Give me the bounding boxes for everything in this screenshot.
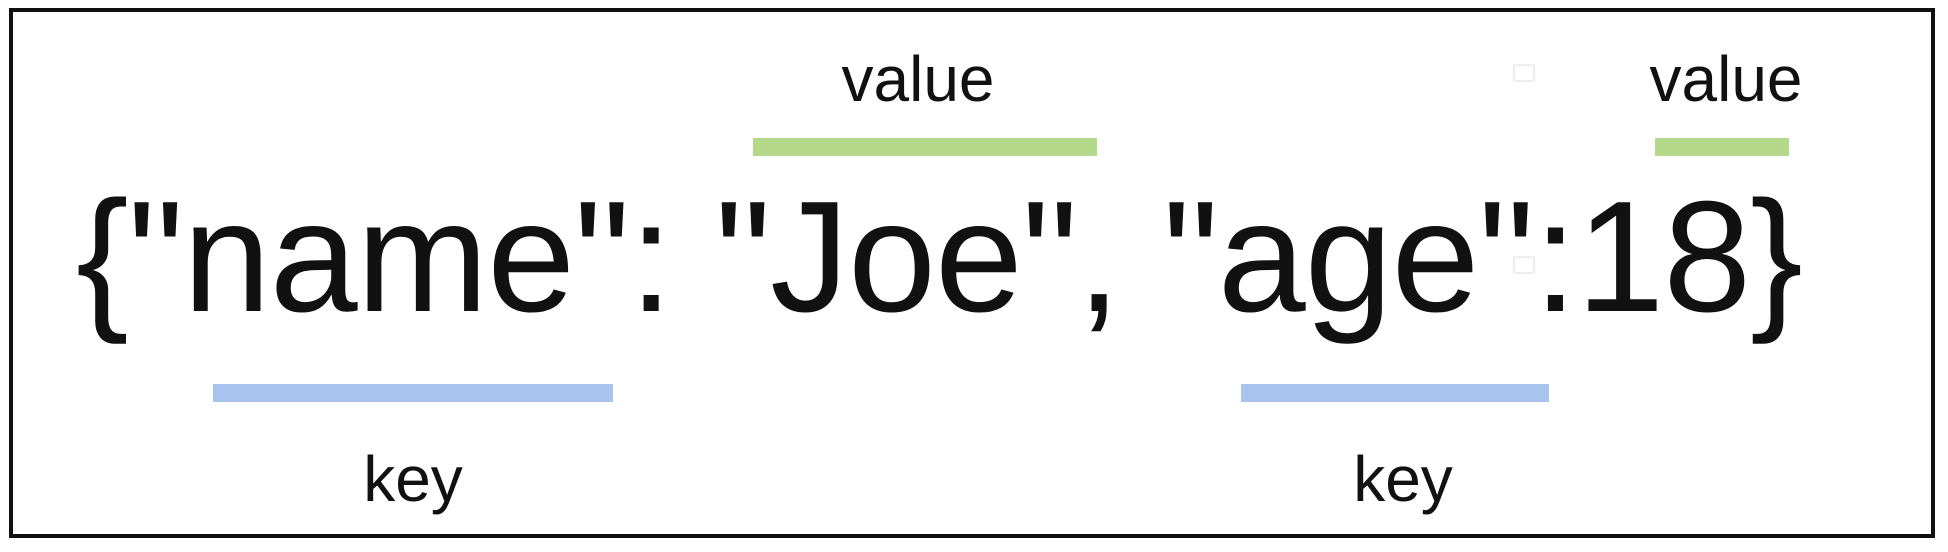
json-code-line: {"name": "Joe", "age":18} [76,162,1803,352]
key-label-2: key [1353,443,1453,515]
value-highlight-bar-1 [753,138,1097,156]
value-label-1: value [841,43,995,115]
comma-separator: , [1076,169,1163,345]
value-highlight-bar-2 [1655,138,1789,156]
diagram-frame: value value key key {"name": "Joe", "age… [9,8,1935,538]
key-label-1: key [363,443,463,515]
json-key-age: "age" [1162,169,1535,345]
colon-separator: : [629,169,715,345]
json-value-joe: "Joe" [714,169,1078,345]
key-highlight-bar-1 [213,384,613,402]
open-brace: { [76,169,129,345]
key-highlight-bar-2 [1241,384,1549,402]
close-brace: } [1750,169,1803,345]
background-comment-icon [1513,256,1535,274]
json-key-name: "name" [127,169,630,345]
value-label-2: value [1649,43,1803,115]
json-value-18: 18 [1576,169,1751,345]
colon-separator: : [1533,169,1578,345]
background-comment-icon [1513,64,1535,82]
